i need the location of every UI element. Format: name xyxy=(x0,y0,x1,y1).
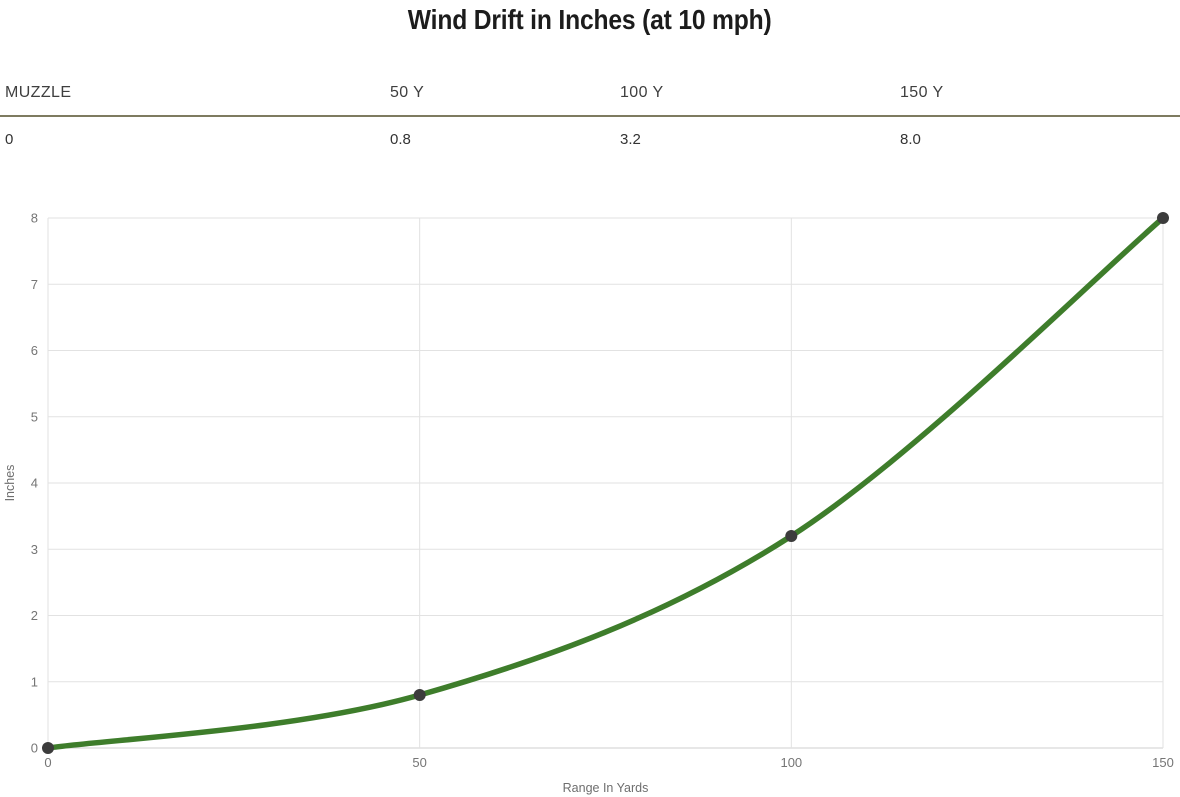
table-value-cell-muzzle: 0 xyxy=(5,131,14,148)
series-line xyxy=(45,215,1166,751)
drift-table: MUZZLE 50 Y 100 Y 150 Y 0 0.8 3.2 8.0 xyxy=(0,84,1180,148)
y-tick-label: 5 xyxy=(31,409,38,424)
x-tick-label: 100 xyxy=(780,755,802,770)
y-tick-label: 8 xyxy=(31,211,38,226)
page-title-text: Wind Drift in Inches (at 10 mph) xyxy=(408,4,772,35)
x-tick-label: 50 xyxy=(412,755,426,770)
page-title: Wind Drift in Inches (at 10 mph) xyxy=(0,4,1180,36)
y-tick-label: 4 xyxy=(31,476,38,491)
table-value-cell-150y: 8.0 xyxy=(900,131,921,148)
drift-table-value-row: 0 0.8 3.2 8.0 xyxy=(0,117,1180,148)
data-point-marker[interactable] xyxy=(413,689,426,701)
x-tick-label: 150 xyxy=(1152,755,1174,770)
x-tick-label: 0 xyxy=(44,755,51,770)
data-point-marker[interactable] xyxy=(785,530,798,542)
y-tick-label: 0 xyxy=(31,741,38,756)
y-tick-label: 1 xyxy=(31,674,38,689)
x-axis-title: Range In Yards xyxy=(563,781,649,795)
wind-drift-chart: 0 1 2 3 4 5 6 7 8 0 50 100 150 Inches Range In Yards xyxy=(3,211,1174,796)
table-value-cell-50y: 0.8 xyxy=(390,131,411,148)
data-point-marker[interactable] xyxy=(42,742,54,754)
table-header-cell-muzzle: MUZZLE xyxy=(5,84,72,101)
drift-table-header-row: MUZZLE 50 Y 100 Y 150 Y xyxy=(0,84,1180,115)
table-separator-line xyxy=(0,115,1180,117)
y-tick-label: 3 xyxy=(31,542,38,557)
table-header-cell-100y: 100 Y xyxy=(620,84,664,101)
y-tick-label: 6 xyxy=(31,343,38,358)
y-tick-label: 2 xyxy=(31,608,38,623)
table-value-cell-100y: 3.2 xyxy=(620,131,641,148)
table-header-cell-50y: 50 Y xyxy=(390,84,425,101)
data-point-marker[interactable] xyxy=(1157,212,1169,224)
y-axis-title: Inches xyxy=(3,465,17,502)
table-header-cell-150y: 150 Y xyxy=(900,84,944,101)
y-tick-label: 7 xyxy=(31,277,38,292)
